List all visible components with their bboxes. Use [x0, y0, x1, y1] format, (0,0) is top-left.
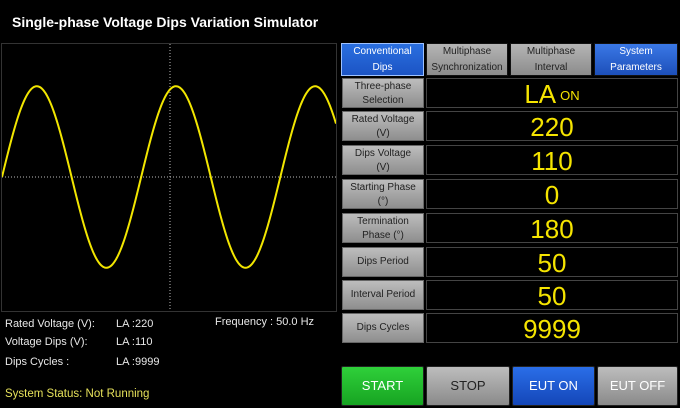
termination-phase-param-label: Termination Phase (°)	[342, 213, 424, 243]
param-value-sub: ON	[560, 88, 580, 104]
tab-multiphase-synchronization[interactable]: Multiphase Synchronization	[426, 43, 508, 76]
tab-label-line1: Multiphase	[442, 46, 492, 57]
param-label-line2: (°)	[377, 196, 389, 207]
termination-phase-param-value[interactable]: 180	[426, 213, 678, 244]
tab-system-parameters[interactable]: System Parameters	[594, 43, 678, 76]
rated-voltage-label: Rated Voltage (V):	[5, 318, 95, 330]
three-phase-selection-label: Three-phase Selection	[342, 78, 424, 108]
dips-voltage-param-label: Dips Voltage (V)	[342, 145, 424, 175]
interval-period-param-label: Interval Period	[342, 280, 424, 310]
dips-period-param-label: Dips Period	[342, 247, 424, 277]
dips-cycles-param-value[interactable]: 9999	[426, 313, 678, 344]
tab-label-line2: Interval	[534, 62, 568, 73]
start-button[interactable]: START	[341, 366, 424, 406]
tab-conventional-dips[interactable]: Conventional Dips	[341, 43, 424, 76]
tab-label-line2: Dips	[372, 62, 393, 73]
tab-label-line2: Parameters	[610, 62, 662, 73]
frequency-readout: Frequency : 50.0 Hz	[215, 316, 315, 328]
three-phase-selection-value[interactable]: LA ON	[426, 78, 678, 109]
param-label-line1: Starting Phase	[350, 182, 416, 193]
eut-off-button[interactable]: EUT OFF	[597, 366, 678, 406]
dips-cycles-param-label: Dips Cycles	[342, 313, 424, 343]
rated-voltage-value: LA :220	[116, 318, 154, 330]
param-label-line1: Rated Voltage	[351, 114, 415, 125]
starting-phase-param-value[interactable]: 0	[426, 179, 678, 210]
sine-wave	[1, 85, 337, 269]
starting-phase-param-label: Starting Phase (°)	[342, 179, 424, 209]
tab-label-line1: Conventional	[353, 46, 412, 57]
param-label-line2: Selection	[362, 95, 404, 106]
param-label-line1: Dips Voltage	[354, 148, 412, 159]
rated-voltage-param-label: Rated Voltage (V)	[342, 111, 424, 141]
dips-cycles-label: Dips Cycles :	[5, 356, 70, 368]
interval-period-param-value[interactable]: 50	[426, 280, 678, 311]
param-label-line2: (V)	[376, 162, 390, 173]
dips-cycles-value: LA :9999	[116, 356, 160, 368]
tab-multiphase-interval[interactable]: Multiphase Interval	[510, 43, 592, 76]
param-label-line1: Three-phase	[354, 81, 412, 92]
tab-label-line1: System	[619, 46, 653, 57]
dips-period-param-value[interactable]: 50	[426, 247, 678, 278]
param-label-line2: (V)	[376, 128, 390, 139]
voltage-dips-value: LA :110	[116, 336, 153, 348]
tab-label-line1: Multiphase	[526, 46, 576, 57]
param-label-line2: Phase (°)	[362, 230, 404, 241]
param-label-line1: Termination	[357, 216, 409, 227]
voltage-dips-label: Voltage Dips (V):	[5, 336, 88, 348]
stop-button[interactable]: STOP	[426, 366, 510, 406]
rated-voltage-param-value[interactable]: 220	[426, 111, 678, 142]
dips-voltage-param-value[interactable]: 110	[426, 145, 678, 176]
waveform-svg	[1, 44, 337, 311]
eut-on-button[interactable]: EUT ON	[512, 366, 595, 406]
app-title: Single-phase Voltage Dips Variation Simu…	[12, 14, 319, 30]
param-value: LA	[524, 79, 557, 109]
waveform-display	[1, 43, 337, 312]
tab-label-line2: Synchronization	[431, 62, 503, 73]
system-status: System Status: Not Running	[5, 388, 150, 400]
